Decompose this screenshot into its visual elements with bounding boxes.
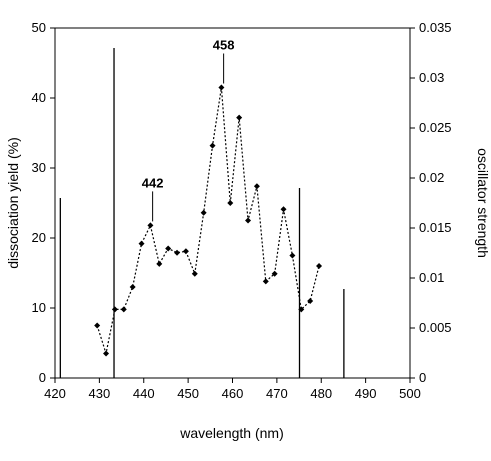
yield-point [138, 240, 145, 247]
yield-point [316, 263, 323, 269]
yield-point [262, 278, 269, 285]
x-tick-label: 480 [310, 386, 332, 401]
y2-tick-label: 0.005 [419, 320, 452, 335]
x-tick-label: 470 [266, 386, 288, 401]
peak-annotations: 442 458 [142, 38, 235, 222]
x-tick-label: 440 [133, 386, 155, 401]
y-tick-label: 0 [39, 370, 46, 385]
y2-axis-title: oscillator strength [475, 148, 491, 258]
y2-tick-label: 0.035 [419, 20, 452, 35]
annotation-label: 458 [213, 38, 235, 53]
yield-point [218, 84, 225, 91]
y-axis-ticks: 0 10 20 30 40 50 [32, 20, 55, 385]
y-axis-title: dissociation yield (%) [5, 137, 21, 269]
yield-point [103, 350, 110, 357]
x-axis-title: wavelength (nm) [179, 425, 284, 441]
yield-point [271, 270, 278, 277]
y2-axis-ticks: 0 0.005 0.01 0.015 0.02 0.025 0.03 0.035 [410, 20, 452, 385]
x-tick-label: 460 [222, 386, 244, 401]
x-tick-label: 450 [177, 386, 199, 401]
yield-point [227, 200, 234, 206]
yield-point [280, 206, 287, 213]
yield-point [253, 183, 260, 190]
yield-point [165, 245, 172, 252]
yield-point [245, 217, 252, 224]
y-tick-label: 20 [32, 230, 46, 245]
yield-point [200, 209, 207, 216]
y2-tick-label: 0.01 [419, 270, 444, 285]
yield-point [94, 322, 101, 329]
x-tick-label: 490 [355, 386, 377, 401]
y-tick-label: 50 [32, 20, 46, 35]
y2-tick-label: 0.03 [419, 70, 444, 85]
annotation-label: 442 [142, 175, 164, 190]
yield-point [209, 142, 216, 149]
yield-point [298, 306, 305, 313]
yield-point [120, 306, 127, 313]
yield-point [147, 222, 154, 229]
x-tick-label: 500 [399, 386, 421, 401]
y2-tick-label: 0.015 [419, 220, 452, 235]
y2-tick-label: 0.025 [419, 120, 452, 135]
y-tick-label: 30 [32, 160, 46, 175]
yield-point [236, 114, 243, 121]
x-tick-label: 420 [44, 386, 66, 401]
x-axis-ticks: 420 430 440 450 460 470 480 490 500 [44, 378, 421, 401]
yield-point [289, 252, 296, 259]
y2-tick-label: 0.02 [419, 170, 444, 185]
yield-point [111, 306, 118, 313]
y2-tick-label: 0 [419, 370, 426, 385]
yield-point [307, 298, 314, 304]
oscillator-strength-sticks [59, 48, 345, 378]
dissociation-yield-markers [94, 84, 323, 357]
yield-point [191, 270, 198, 277]
y-tick-label: 40 [32, 90, 46, 105]
x-tick-label: 430 [89, 386, 111, 401]
dissociation-yield-line [96, 87, 320, 356]
yield-point [182, 248, 189, 255]
yield-point [174, 249, 181, 256]
yield-point [156, 260, 163, 267]
yield-point [129, 284, 136, 290]
y-tick-label: 10 [32, 300, 46, 315]
